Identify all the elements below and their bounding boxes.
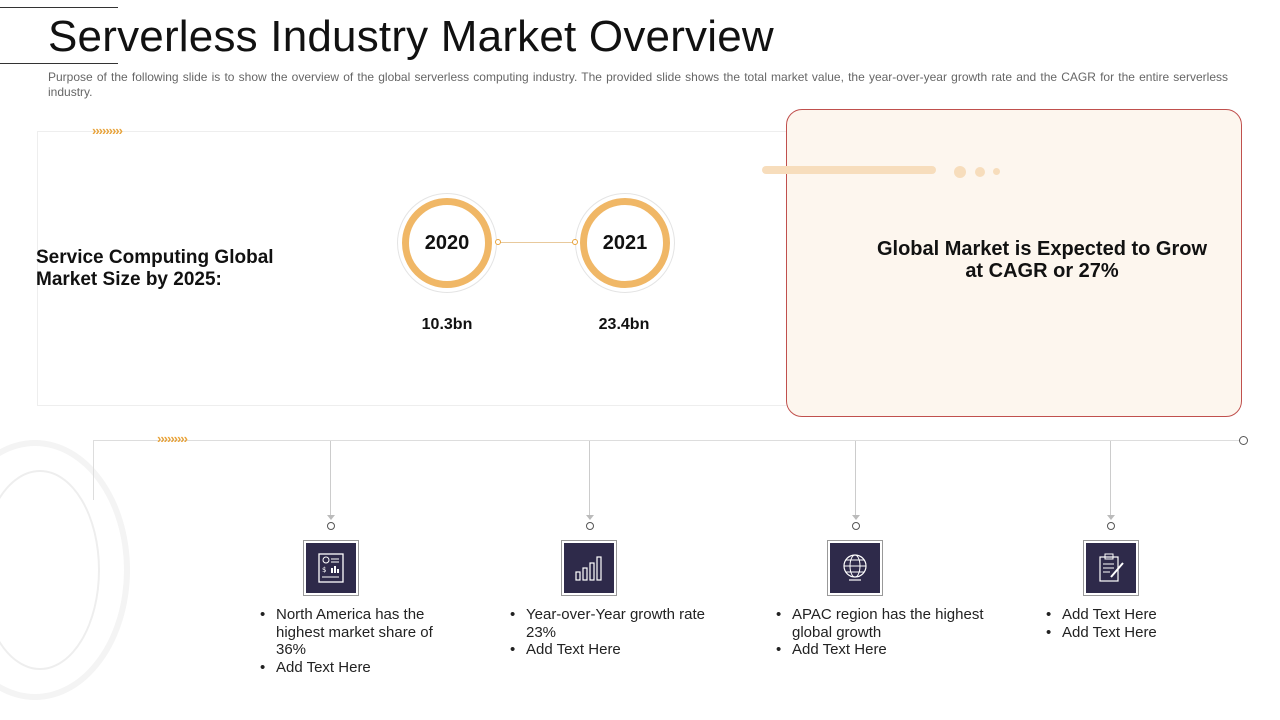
item-1-node bbox=[327, 522, 335, 530]
cagr-text: Global Market is Expected to Grow at CAG… bbox=[876, 238, 1208, 282]
item-4-icon-frame bbox=[1083, 540, 1139, 596]
item-4-arrow bbox=[1107, 515, 1115, 520]
list-item: Add Text Here bbox=[510, 641, 710, 659]
item-3-icon-frame bbox=[827, 540, 883, 596]
item-1-drop-line bbox=[330, 441, 331, 519]
list-item: Add Text Here bbox=[260, 659, 460, 677]
connector-dot-right bbox=[572, 239, 578, 245]
list-item: Add Text Here bbox=[1046, 624, 1246, 642]
list-item: Add Text Here bbox=[776, 641, 986, 659]
item-2-icon-frame bbox=[561, 540, 617, 596]
item-3-arrow bbox=[852, 515, 860, 520]
item-2-arrow bbox=[586, 515, 594, 520]
timeline-end-node bbox=[1239, 436, 1248, 445]
item-3-bullets: APAC region has the highest global growt… bbox=[776, 606, 986, 659]
item-1-bullets: North America has the highest market sha… bbox=[260, 606, 460, 676]
year-2020-ring: 2020 bbox=[402, 198, 492, 288]
title-rule-top bbox=[0, 7, 118, 8]
item-4-node bbox=[1107, 522, 1115, 530]
cagr-decor-dot-1 bbox=[954, 166, 966, 178]
page-title: Serverless Industry Market Overview bbox=[48, 12, 774, 61]
item-2-bullets: Year-over-Year growth rate 23% Add Text … bbox=[510, 606, 710, 659]
item-1-icon-frame: $ bbox=[303, 540, 359, 596]
value-2021: 23.4bn bbox=[598, 316, 650, 333]
item-4-drop-line bbox=[1110, 441, 1111, 519]
timeline-chevrons: ››››››››› bbox=[157, 431, 188, 446]
timeline-left-drop bbox=[93, 440, 94, 500]
list-item: Add Text Here bbox=[1046, 606, 1246, 624]
item-3-drop-line bbox=[855, 441, 856, 519]
panel-chevrons: ››››››››› bbox=[92, 123, 123, 138]
list-item: Year-over-Year growth rate 23% bbox=[510, 606, 710, 641]
globe-icon bbox=[830, 543, 880, 593]
list-item: APAC region has the highest global growt… bbox=[776, 606, 986, 641]
title-rule-bottom bbox=[0, 63, 118, 64]
item-3-node bbox=[852, 522, 860, 530]
timeline-line bbox=[93, 440, 1243, 441]
cagr-card bbox=[786, 109, 1242, 417]
market-size-label: Service Computing Global Market Size by … bbox=[36, 247, 274, 290]
svg-text:$: $ bbox=[322, 566, 326, 574]
year-2021-ring: 2021 bbox=[580, 198, 670, 288]
bar-chart-icon bbox=[564, 543, 614, 593]
item-2-node bbox=[586, 522, 594, 530]
item-4-bullets: Add Text Here Add Text Here bbox=[1046, 606, 1246, 641]
connector-dot-left bbox=[495, 239, 501, 245]
cagr-decor-dot-2 bbox=[975, 167, 985, 177]
cagr-decor-bar bbox=[762, 166, 936, 174]
year-connector-line bbox=[498, 242, 576, 243]
value-2020: 10.3bn bbox=[421, 316, 473, 333]
cagr-decor-dot-3 bbox=[993, 168, 1000, 175]
item-1-arrow bbox=[327, 515, 335, 520]
page-subtitle: Purpose of the following slide is to sho… bbox=[48, 70, 1228, 99]
list-item: North America has the highest market sha… bbox=[260, 606, 460, 659]
clipboard-icon bbox=[1086, 543, 1136, 593]
item-2-drop-line bbox=[589, 441, 590, 519]
dollar-report-icon: $ bbox=[306, 543, 356, 593]
